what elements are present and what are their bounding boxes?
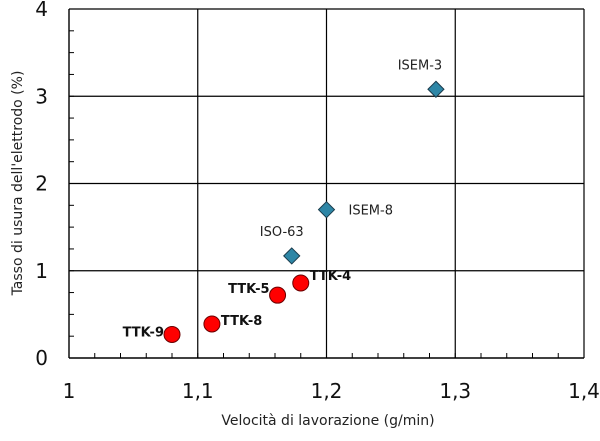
data-point-label: TTK-4 — [310, 269, 351, 284]
x-tick-label: 1,3 — [439, 379, 471, 403]
x-tick-label: 1,4 — [568, 379, 600, 403]
x-tick-label: 1,2 — [311, 379, 343, 403]
y-tick-label: 2 — [35, 172, 48, 196]
data-point-diamond — [317, 200, 336, 219]
y-axis-title: Tasso di usura dell'elettrodo (%) — [10, 71, 26, 297]
x-tick-label: 1,1 — [182, 379, 214, 403]
data-point-label: TTK-5 — [228, 282, 269, 297]
x-axis-title: Velocità di lavorazione (g/min) — [221, 413, 434, 429]
data-point-diamond — [283, 247, 301, 265]
y-tick-label: 3 — [35, 84, 48, 108]
x-tick-label: 1 — [63, 379, 76, 403]
data-point-diamond — [427, 80, 445, 98]
data-point-label: TTK-8 — [221, 314, 262, 329]
data-point-circle — [292, 274, 310, 292]
plot-area: 1 1,1 1,2 1,3 1,401234ISEM-3ISEM-8ISO-63TTK-… — [35, 0, 600, 403]
data-point-circle — [269, 286, 287, 304]
data-point-circle — [163, 325, 181, 343]
data-point-label: ISEM-8 — [349, 204, 393, 219]
data-point-circle — [203, 315, 221, 333]
y-tick-label: 1 — [35, 259, 48, 283]
y-tick-label: 4 — [35, 0, 48, 21]
data-point-label: ISO-63 — [260, 225, 304, 240]
y-tick-label: 0 — [35, 346, 48, 370]
data-point-label: TTK-9 — [123, 325, 164, 340]
data-point-label: ISEM-3 — [398, 58, 442, 73]
